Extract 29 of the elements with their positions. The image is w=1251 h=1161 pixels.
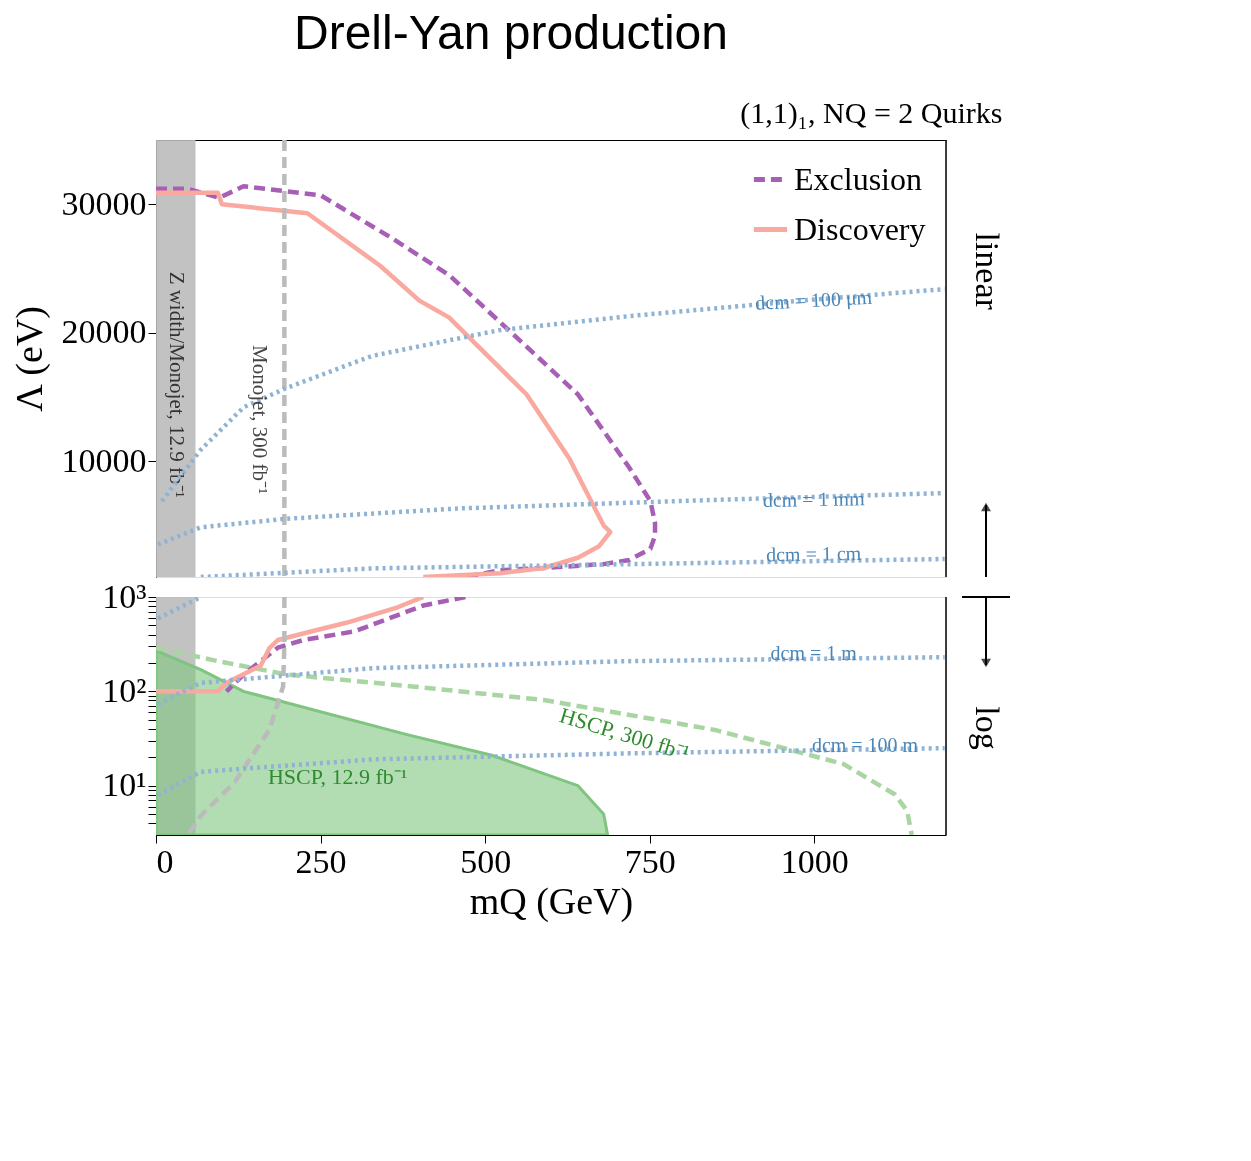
chart-title: Drell-Yan production <box>294 5 728 59</box>
y-axis-title: Λ (eV) <box>7 306 51 412</box>
y-tick-label: 10² <box>102 671 147 709</box>
y-tick-label: 10³ <box>102 577 147 615</box>
x-tick-label: 0 <box>156 842 174 880</box>
chart-subtitle: (1,1)₁, NQ = 2 Quirks <box>740 96 1003 131</box>
text: linear <box>968 232 1006 311</box>
x-axis-title: mQ (GeV) <box>469 879 634 923</box>
annotation: dcm = 1 m <box>770 642 858 665</box>
y-tick-label: 20000 <box>61 313 147 351</box>
y-tick-label: 10000 <box>61 441 147 479</box>
annotation: HSCP, 12.9 fb⁻¹ <box>267 764 408 790</box>
line-series <box>224 597 468 694</box>
annotation: dcm = 1 cm <box>765 541 862 566</box>
x-tick-label: 500 <box>460 842 512 880</box>
y-tick-label: 30000 <box>61 184 147 222</box>
annotation: dcm = 100 m <box>811 734 919 757</box>
annotation: Monojet, 300 fb⁻¹ <box>247 345 272 495</box>
legend-label: Exclusion <box>794 160 922 197</box>
annotation: dcm = 1 mm <box>762 487 866 511</box>
y-tick-label: 10¹ <box>102 766 147 804</box>
annotation: dcm = 100 μm <box>754 285 874 315</box>
line-series <box>156 597 426 694</box>
text: log <box>968 706 1006 750</box>
legend-label: Discovery <box>794 210 926 247</box>
annotation: HSCP, 300 fb⁻¹ <box>556 702 693 766</box>
x-tick-label: 1000 <box>780 842 849 880</box>
x-tick-label: 250 <box>295 842 347 880</box>
x-tick-label: 750 <box>624 842 676 880</box>
